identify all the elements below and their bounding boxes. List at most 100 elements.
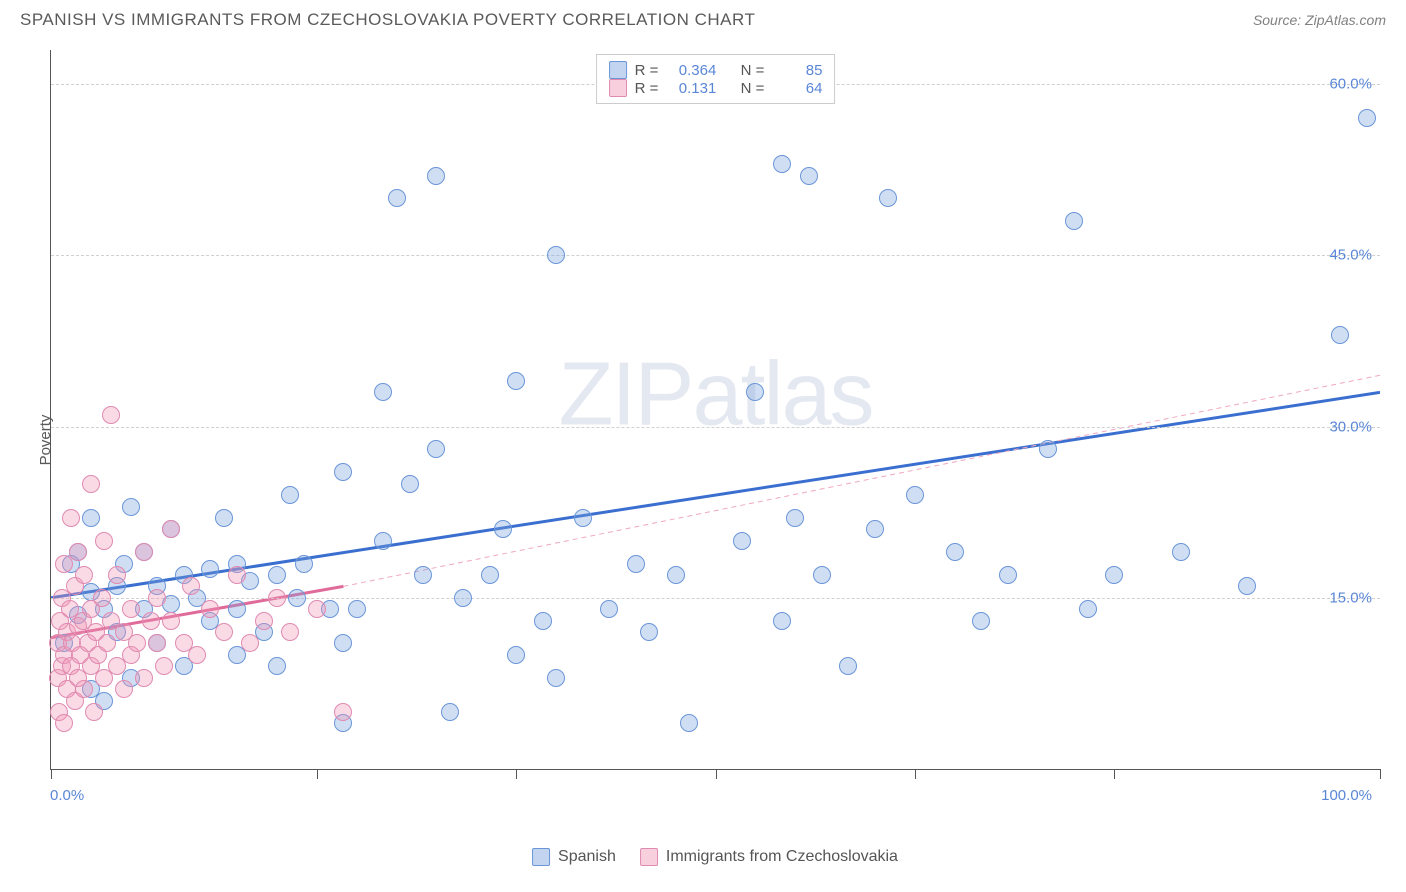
- swatch-pink-icon: [609, 79, 627, 97]
- data-point: [972, 612, 990, 630]
- legend-row-spanish: R = 0.364 N = 85: [609, 61, 823, 79]
- data-point: [507, 646, 525, 664]
- data-point: [75, 680, 93, 698]
- data-point: [839, 657, 857, 675]
- trend-lines: [51, 50, 1380, 769]
- data-point: [288, 589, 306, 607]
- data-point: [1079, 600, 1097, 618]
- data-point: [128, 634, 146, 652]
- data-point: [680, 714, 698, 732]
- watermark: ZIPatlas: [558, 344, 872, 447]
- data-point: [600, 600, 618, 618]
- data-point: [999, 566, 1017, 584]
- data-point: [268, 566, 286, 584]
- data-point: [281, 486, 299, 504]
- data-point: [108, 566, 126, 584]
- legend-item-spanish: Spanish: [532, 848, 616, 866]
- data-point: [82, 509, 100, 527]
- data-point: [308, 600, 326, 618]
- swatch-blue-icon: [609, 61, 627, 79]
- data-point: [98, 634, 116, 652]
- x-axis-min-label: 0.0%: [50, 787, 84, 804]
- data-point: [142, 612, 160, 630]
- data-point: [1105, 566, 1123, 584]
- data-point: [102, 406, 120, 424]
- data-point: [82, 475, 100, 493]
- legend-item-czech: Immigrants from Czechoslovakia: [640, 848, 898, 866]
- data-point: [268, 657, 286, 675]
- data-point: [162, 612, 180, 630]
- data-point: [201, 600, 219, 618]
- data-point: [1172, 543, 1190, 561]
- data-point: [241, 634, 259, 652]
- chart-source: Source: ZipAtlas.com: [1253, 12, 1386, 28]
- data-point: [773, 612, 791, 630]
- data-point: [295, 555, 313, 573]
- data-point: [201, 560, 219, 578]
- data-point: [348, 600, 366, 618]
- series-legend: Spanish Immigrants from Czechoslovakia: [532, 848, 898, 866]
- data-point: [401, 475, 419, 493]
- data-point: [733, 532, 751, 550]
- chart-header: SPANISH VS IMMIGRANTS FROM CZECHOSLOVAKI…: [0, 0, 1406, 30]
- data-point: [374, 532, 392, 550]
- data-point: [1331, 326, 1349, 344]
- data-point: [95, 532, 113, 550]
- data-point: [62, 509, 80, 527]
- data-point: [547, 669, 565, 687]
- data-point: [547, 246, 565, 264]
- data-point: [334, 463, 352, 481]
- data-point: [182, 577, 200, 595]
- legend-row-czech: R = 0.131 N = 64: [609, 79, 823, 97]
- correlation-legend: R = 0.364 N = 85 R = 0.131 N = 64: [596, 54, 836, 104]
- data-point: [441, 703, 459, 721]
- data-point: [388, 189, 406, 207]
- data-point: [135, 543, 153, 561]
- data-point: [414, 566, 432, 584]
- data-point: [640, 623, 658, 641]
- data-point: [507, 372, 525, 390]
- data-point: [534, 612, 552, 630]
- data-point: [268, 589, 286, 607]
- data-point: [85, 703, 103, 721]
- data-point: [906, 486, 924, 504]
- data-point: [1039, 440, 1057, 458]
- data-point: [148, 634, 166, 652]
- data-point: [786, 509, 804, 527]
- data-point: [773, 155, 791, 173]
- data-point: [115, 680, 133, 698]
- x-axis-max-label: 100.0%: [1321, 787, 1372, 804]
- swatch-pink-icon: [640, 848, 658, 866]
- data-point: [228, 566, 246, 584]
- data-point: [162, 520, 180, 538]
- data-point: [69, 543, 87, 561]
- data-point: [746, 383, 764, 401]
- data-point: [122, 600, 140, 618]
- data-point: [1238, 577, 1256, 595]
- data-point: [334, 634, 352, 652]
- data-point: [1358, 109, 1376, 127]
- data-point: [667, 566, 685, 584]
- data-point: [1065, 212, 1083, 230]
- data-point: [281, 623, 299, 641]
- data-point: [188, 646, 206, 664]
- data-point: [135, 669, 153, 687]
- data-point: [481, 566, 499, 584]
- data-point: [55, 714, 73, 732]
- data-point: [148, 589, 166, 607]
- chart-title: SPANISH VS IMMIGRANTS FROM CZECHOSLOVAKI…: [20, 10, 755, 30]
- plot-area: ZIPatlas R = 0.364 N = 85 R = 0.131 N = …: [50, 50, 1380, 770]
- data-point: [494, 520, 512, 538]
- data-point: [574, 509, 592, 527]
- data-point: [93, 589, 111, 607]
- data-point: [800, 167, 818, 185]
- data-point: [155, 657, 173, 675]
- data-point: [946, 543, 964, 561]
- data-point: [427, 167, 445, 185]
- data-point: [813, 566, 831, 584]
- data-point: [879, 189, 897, 207]
- data-point: [627, 555, 645, 573]
- swatch-blue-icon: [532, 848, 550, 866]
- data-point: [866, 520, 884, 538]
- data-point: [427, 440, 445, 458]
